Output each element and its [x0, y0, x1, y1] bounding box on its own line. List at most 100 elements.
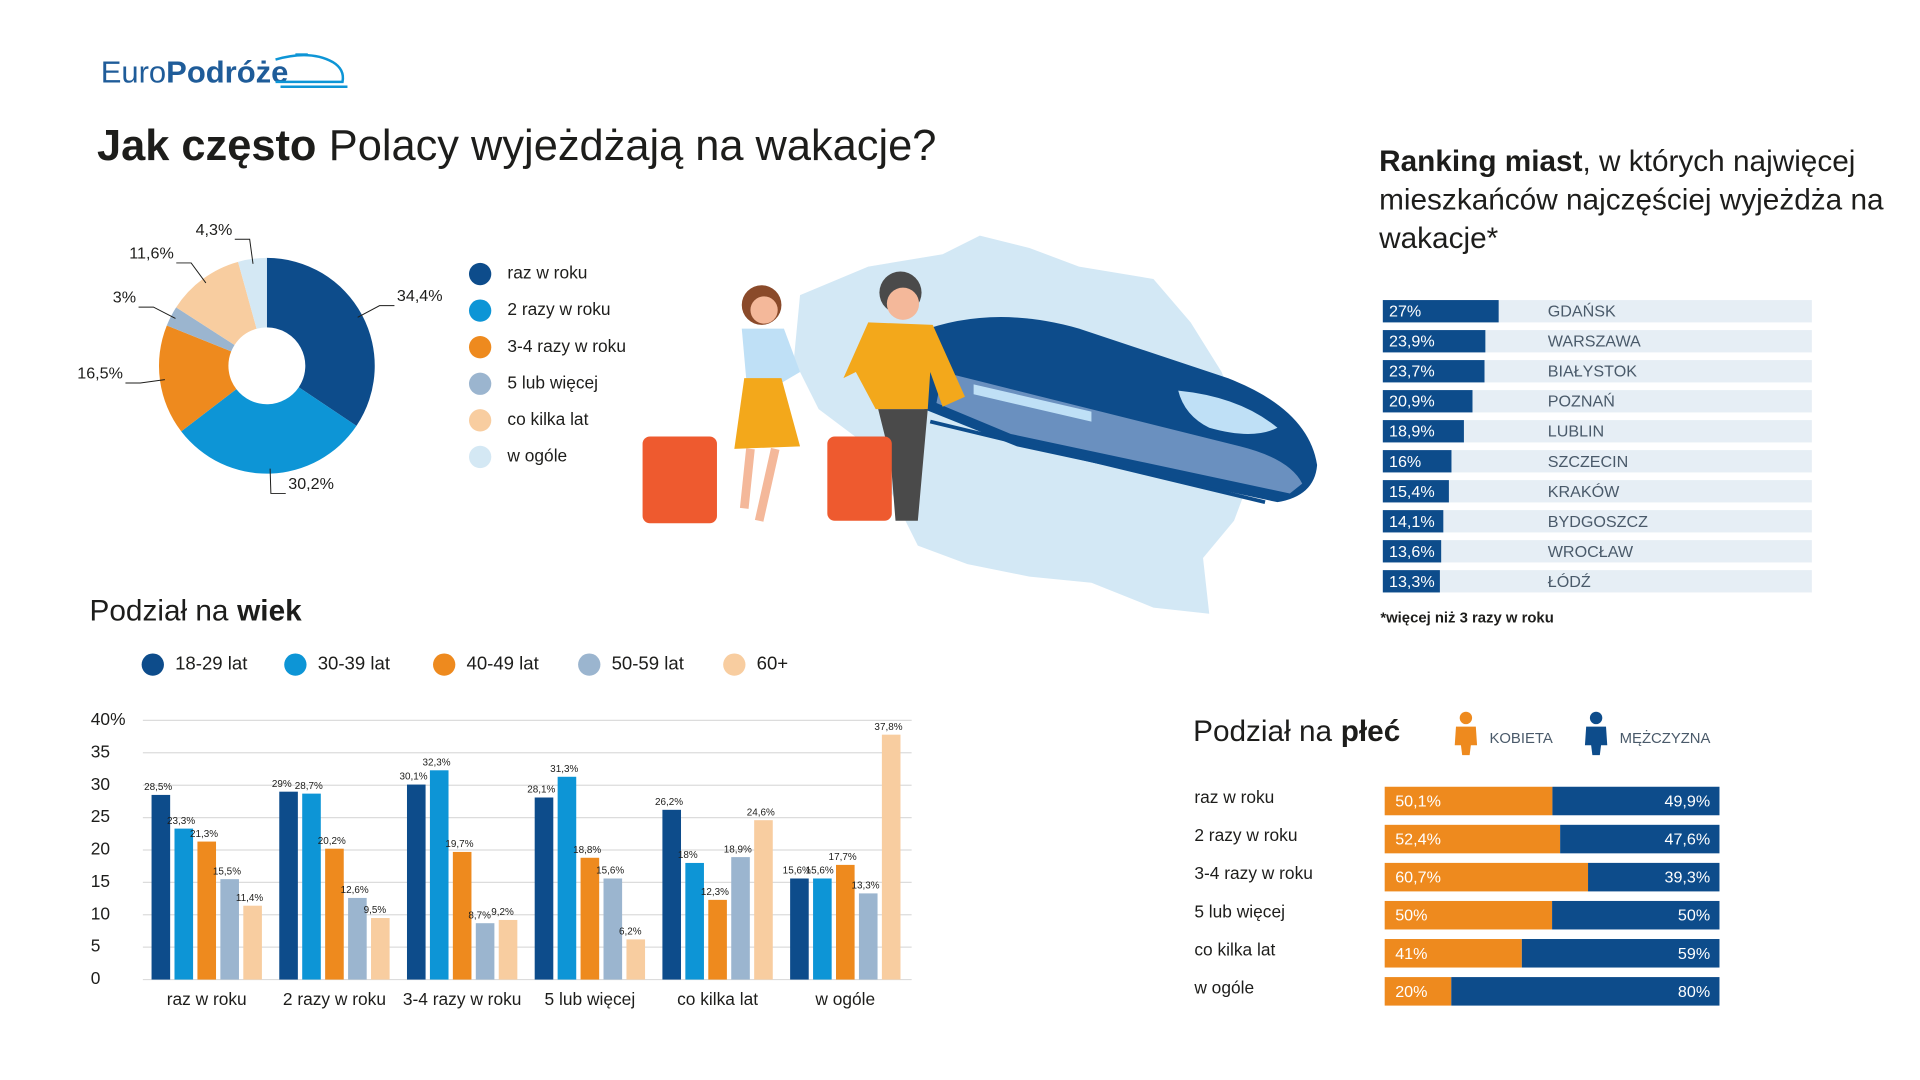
title-bold: Jak często: [97, 122, 316, 170]
legend-swatch: [141, 653, 164, 676]
leader-line: [176, 262, 207, 284]
gender-title-bold: płeć: [1341, 715, 1401, 748]
bar-value-label: 47,6%: [1664, 831, 1710, 849]
bar-value-label: 50,1%: [1395, 793, 1441, 811]
y-tick-label: 35: [91, 741, 110, 761]
ranking-title-bold: Ranking miast: [1379, 145, 1583, 179]
legend-label: co kilka lat: [507, 409, 588, 429]
legend-label: 18-29 lat: [175, 653, 248, 674]
bar-value-label: 18,9%: [724, 844, 752, 855]
legend-swatch: [578, 653, 601, 676]
bar-value-label: 9,2%: [491, 907, 514, 918]
bar-value-label: 80%: [1678, 983, 1710, 1001]
legend-icon-body: [1454, 726, 1478, 756]
leader-line: [357, 305, 395, 318]
category-label: 5 lub więcej: [1194, 901, 1285, 921]
bar-value-label: 28,7%: [295, 781, 323, 792]
legend-swatch: [468, 336, 492, 359]
legend-label: 5 lub więcej: [507, 372, 598, 392]
bar-value-label: 52,4%: [1395, 831, 1441, 849]
bar: [754, 820, 773, 980]
pie-value-label: 4,3%: [196, 221, 233, 239]
logo: EuroPodróże: [101, 55, 289, 90]
bar-track: [1382, 540, 1812, 563]
pie-slice: [176, 261, 257, 345]
bar: [452, 851, 472, 980]
bar-value-label: 15,4%: [1389, 483, 1435, 501]
category-label: WARSZAWA: [1548, 333, 1641, 351]
pie-slice: [166, 307, 235, 352]
bar-outline: [1383, 861, 1721, 893]
bar: [1382, 540, 1442, 563]
bar-outline: [1383, 899, 1721, 931]
bar-value-label: 23,9%: [1389, 333, 1435, 351]
bar: [626, 939, 646, 980]
bar-segment: [1384, 900, 1553, 931]
legend-icon-head: [1459, 711, 1473, 725]
bar-value-label: 20,2%: [318, 836, 346, 847]
y-tick-label: 5: [91, 936, 101, 956]
legend-label: 2 razy w roku: [507, 299, 610, 319]
bar-segment: [1552, 786, 1721, 816]
logo-train-icon: [275, 53, 348, 89]
bar: [557, 776, 577, 980]
legend-label: 60+: [757, 653, 789, 674]
bar: [685, 862, 704, 980]
bar-value-label: 29%: [272, 779, 292, 790]
man-sweater: [843, 322, 965, 410]
bar-value-label: 15,6%: [596, 866, 624, 877]
gender-title-light: Podział na: [1193, 715, 1332, 748]
bar: [1382, 420, 1464, 443]
legend-label: raz w roku: [507, 263, 587, 283]
bar: [1382, 330, 1486, 353]
bar-outline: [1383, 785, 1721, 817]
bar-value-label: 37,8%: [874, 722, 902, 733]
legend-swatch: [723, 653, 746, 676]
category-label: 2 razy w roku: [1194, 825, 1297, 845]
category-label: raz w roku: [1194, 787, 1274, 807]
ranking-title-box: Ranking miast, w których najwięcej miesz…: [1379, 143, 1900, 258]
bar: [348, 897, 367, 980]
y-tick-label: 10: [91, 903, 110, 923]
pie-value-label: 11,6%: [129, 245, 173, 263]
x-tick-label: 5 lub więcej: [545, 989, 636, 1009]
bar-track: [1382, 450, 1812, 473]
bar-segment: [1384, 862, 1589, 893]
bar-segment: [1521, 938, 1721, 969]
man-head: [886, 287, 920, 320]
bar-value-label: 13,6%: [1389, 543, 1435, 561]
bar-value-label: 13,3%: [852, 881, 880, 892]
bar-track: [1382, 330, 1812, 353]
bar: [881, 734, 901, 980]
bar: [1382, 510, 1444, 533]
category-label: BIAŁYSTOK: [1548, 363, 1637, 381]
legend-swatch: [468, 372, 492, 395]
bar: [151, 794, 171, 980]
ranking-title: Ranking miast, w których najwięcej miesz…: [1379, 143, 1900, 258]
legend-swatch: [433, 653, 456, 676]
category-label: co kilka lat: [1194, 939, 1275, 959]
y-tick-label: 40%: [91, 709, 126, 729]
category-label: WROCŁAW: [1548, 543, 1634, 561]
bar-value-label: 11,4%: [236, 893, 264, 904]
y-tick-label: 15: [91, 871, 110, 891]
x-tick-label: co kilka lat: [677, 989, 758, 1009]
bar: [197, 841, 217, 980]
bar-track: [1382, 570, 1812, 593]
pie-value-label: 16,5%: [77, 365, 123, 383]
bar-segment: [1451, 976, 1721, 1007]
logo-bold: Podróże: [166, 55, 288, 90]
train-rail: [929, 419, 1266, 504]
bar-value-label: 28,5%: [144, 782, 172, 793]
bar: [662, 809, 682, 980]
bar: [325, 848, 344, 980]
bar: [1382, 480, 1449, 503]
bar: [858, 893, 878, 980]
category-label: LUBLIN: [1548, 423, 1604, 441]
bar-value-label: 15,5%: [213, 866, 241, 877]
bar-value-label: 17,7%: [829, 852, 857, 863]
woman-suitcase: [642, 436, 717, 524]
bar-value-label: 16%: [1389, 453, 1421, 471]
bar-value-label: 50%: [1395, 907, 1427, 925]
